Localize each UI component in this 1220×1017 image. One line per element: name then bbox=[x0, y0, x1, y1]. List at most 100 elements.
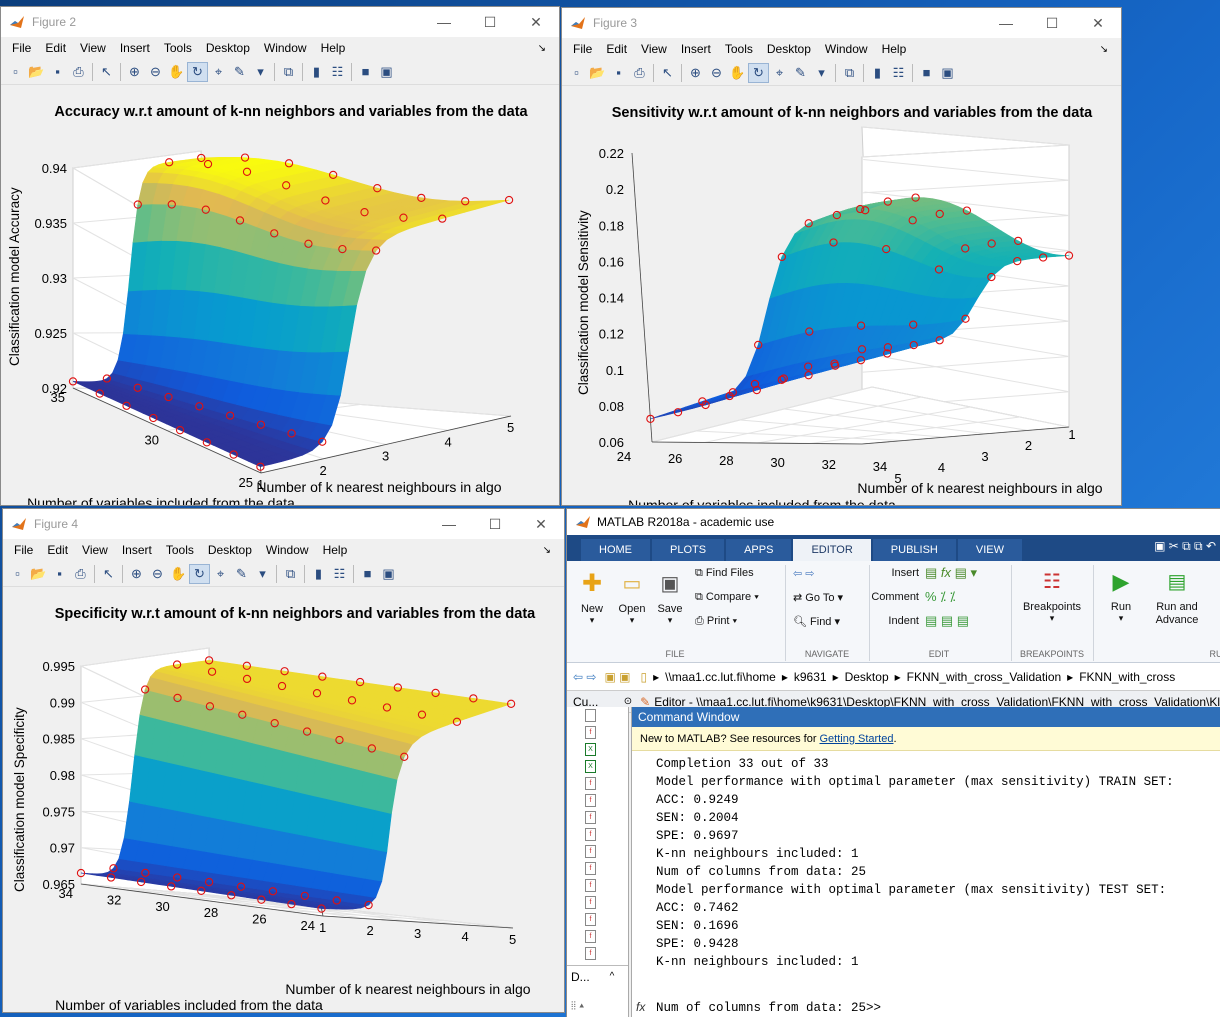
show-plot-tools-icon[interactable]: ▣ bbox=[941, 64, 954, 80]
getting-started-link[interactable]: Getting Started bbox=[819, 732, 894, 745]
command-output[interactable]: Completion 33 out of 33 Model performance… bbox=[632, 751, 1220, 971]
tab-apps[interactable]: APPS bbox=[726, 539, 792, 561]
print-icon[interactable]: ⎙ bbox=[634, 64, 645, 80]
link-plot-icon[interactable]: ⧉ bbox=[285, 565, 296, 581]
open-button[interactable]: ▭ Open ▾ bbox=[615, 571, 649, 626]
file-list-item[interactable]: f bbox=[567, 809, 628, 826]
zoom-in-icon[interactable]: ⊕ bbox=[129, 63, 140, 79]
menu-edit[interactable]: Edit bbox=[606, 42, 628, 56]
maximize-icon[interactable]: ☐ bbox=[1045, 14, 1059, 31]
brush-dropdown-icon[interactable]: ▾ bbox=[818, 64, 825, 80]
file-list-item[interactable]: f bbox=[567, 928, 628, 945]
open-file-icon[interactable]: 📂 bbox=[28, 63, 45, 79]
specificity-surface-plot[interactable]: Specificity w.r.t amount of k-nn neighbo… bbox=[3, 588, 565, 1013]
zoom-out-icon[interactable]: ⊖ bbox=[711, 64, 722, 80]
brush-icon[interactable]: ✎ bbox=[795, 64, 806, 80]
menu-file[interactable]: File bbox=[14, 543, 34, 557]
zoom-in-icon[interactable]: ⊕ bbox=[131, 565, 142, 581]
menu-tools[interactable]: Tools bbox=[724, 42, 753, 56]
zoom-out-icon[interactable]: ⊖ bbox=[152, 565, 163, 581]
matlab-titlebar[interactable]: MATLAB R2018a - academic use bbox=[567, 509, 1220, 535]
maximize-icon[interactable]: ☐ bbox=[488, 515, 502, 532]
colorbar-icon[interactable]: ▮ bbox=[312, 63, 321, 79]
menu-file[interactable]: File bbox=[573, 42, 593, 56]
menu-window[interactable]: Window bbox=[824, 42, 868, 56]
tab-view[interactable]: VIEW bbox=[957, 539, 1022, 561]
minimize-icon[interactable]: — bbox=[437, 14, 451, 30]
file-list-item[interactable]: X bbox=[567, 758, 628, 775]
show-plot-tools-icon[interactable]: ▣ bbox=[380, 63, 393, 79]
menu-insert[interactable]: Insert bbox=[119, 41, 150, 55]
file-list-item[interactable]: f bbox=[567, 843, 628, 860]
figure-3-titlebar[interactable]: Figure 3 — ☐ ✕ bbox=[562, 8, 1121, 38]
figure-4-window[interactable]: Figure 4 — ☐ ✕ File Edit View Insert Tools Desk… bbox=[2, 508, 565, 1013]
menu-help[interactable]: Help bbox=[881, 42, 907, 56]
dock-arrow-icon[interactable]: ↘ bbox=[537, 42, 546, 54]
figure-3-window[interactable]: Figure 3 — ☐ ✕ File Edit View Insert Tools Desk… bbox=[561, 7, 1122, 506]
run-and-advance-button[interactable]: ▤ Run and Advance bbox=[1149, 569, 1205, 627]
save-icon[interactable]: ▪ bbox=[616, 65, 621, 80]
link-plot-icon[interactable]: ⧉ bbox=[844, 64, 855, 80]
current-folder-label[interactable]: Cu... bbox=[573, 694, 599, 709]
save-icon[interactable]: ▪ bbox=[55, 64, 60, 79]
menu-view[interactable]: View bbox=[82, 543, 108, 557]
figure-4-titlebar[interactable]: Figure 4 — ☐ ✕ bbox=[3, 509, 564, 539]
figure-canvas[interactable]: Sensitivity w.r.t amount of k-nn neighbo… bbox=[562, 87, 1121, 505]
menu-view[interactable]: View bbox=[641, 42, 667, 56]
file-list-item[interactable]: f bbox=[567, 877, 628, 894]
go-to-button[interactable]: ⇄ Go To ▾ bbox=[793, 592, 844, 604]
file-list-item[interactable]: f bbox=[567, 894, 628, 911]
print-icon[interactable]: ⎙ bbox=[75, 565, 86, 581]
new-figure-icon[interactable]: ▫ bbox=[574, 65, 579, 80]
menu-edit[interactable]: Edit bbox=[45, 41, 67, 55]
nav-back-forward-icons[interactable]: ⇦ ⇨ bbox=[573, 669, 597, 684]
menu-tools[interactable]: Tools bbox=[163, 41, 192, 55]
dock-arrow-icon[interactable]: ↘ bbox=[1099, 43, 1108, 55]
link-plot-icon[interactable]: ⧉ bbox=[283, 63, 294, 79]
comment-tools-icons[interactable]: % ⁒ ⁒ bbox=[925, 589, 956, 604]
rotate-3d-icon[interactable]: ↻ bbox=[189, 563, 210, 584]
menu-help[interactable]: Help bbox=[322, 543, 348, 557]
sensitivity-surface-plot[interactable]: Sensitivity w.r.t amount of k-nn neighbo… bbox=[562, 87, 1122, 506]
breakpoints-button[interactable]: ☷ Breakpoints ▾ bbox=[1019, 569, 1085, 624]
new-figure-icon[interactable]: ▫ bbox=[15, 566, 20, 581]
file-list-item[interactable]: f bbox=[567, 724, 628, 741]
tab-editor[interactable]: EDITOR bbox=[793, 539, 871, 561]
run-button[interactable]: ▶ Run ▾ bbox=[1101, 569, 1141, 624]
print-icon[interactable]: ⎙ bbox=[73, 63, 84, 79]
back-forward-icons[interactable]: ⇦ ⇨ bbox=[793, 568, 815, 580]
pan-icon[interactable]: ✋ bbox=[729, 64, 746, 80]
menu-help[interactable]: Help bbox=[320, 41, 346, 55]
save-icon[interactable]: ▪ bbox=[57, 566, 62, 581]
figure-canvas[interactable]: Accuracy w.r.t amount of k-nn neighbors … bbox=[1, 86, 559, 505]
accuracy-surface-plot[interactable]: Accuracy w.r.t amount of k-nn neighbors … bbox=[1, 86, 560, 506]
brush-icon[interactable]: ✎ bbox=[236, 565, 247, 581]
menu-desktop[interactable]: Desktop bbox=[205, 41, 250, 55]
new-button[interactable]: ✚ New ▾ bbox=[575, 571, 609, 626]
minimize-icon[interactable]: — bbox=[999, 15, 1013, 31]
file-list-item[interactable]: f bbox=[567, 826, 628, 843]
rotate-3d-icon[interactable]: ↻ bbox=[187, 61, 208, 82]
scroll-grip-icon[interactable]: ⦙⦙ ▴ bbox=[571, 1000, 585, 1012]
menu-tools[interactable]: Tools bbox=[165, 543, 194, 557]
figure-2-window[interactable]: Figure 2 — ☐ ✕ File Edit View Insert Tools Desk… bbox=[0, 6, 560, 506]
command-prompt-line[interactable]: Num of columns from data: 25>> bbox=[656, 1001, 882, 1015]
file-list-item[interactable]: f bbox=[567, 911, 628, 928]
data-cursor-icon[interactable]: ⌖ bbox=[775, 64, 784, 80]
close-icon[interactable]: ✕ bbox=[535, 515, 547, 532]
data-cursor-icon[interactable]: ⌖ bbox=[214, 63, 223, 79]
folder-up-icons[interactable]: ▣ ▣ bbox=[604, 669, 631, 684]
file-list-item[interactable]: X bbox=[567, 741, 628, 758]
menu-file[interactable]: File bbox=[12, 41, 32, 55]
figure-canvas[interactable]: Specificity w.r.t amount of k-nn neighbo… bbox=[3, 588, 564, 1012]
menu-desktop[interactable]: Desktop bbox=[766, 42, 811, 56]
show-plot-tools-icon[interactable]: ▣ bbox=[382, 565, 395, 581]
file-list-item[interactable]: f bbox=[567, 860, 628, 877]
hide-plot-tools-icon[interactable]: ■ bbox=[363, 566, 372, 581]
save-button[interactable]: ▣ Save ▾ bbox=[653, 571, 687, 626]
compare-button[interactable]: ⧉ Compare ▾ bbox=[695, 591, 759, 603]
hide-plot-tools-icon[interactable]: ■ bbox=[361, 64, 370, 79]
menu-view[interactable]: View bbox=[80, 41, 106, 55]
pan-icon[interactable]: ✋ bbox=[170, 565, 187, 581]
